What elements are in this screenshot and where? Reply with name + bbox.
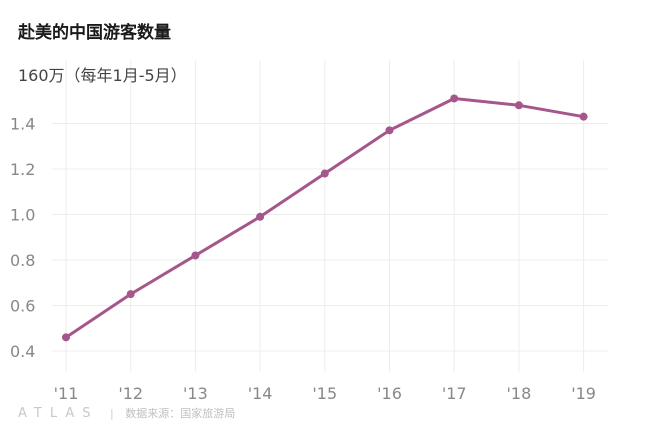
footer: ATLAS | 数据来源：国家旅游局 [18, 405, 235, 421]
footer-separator: | [110, 407, 114, 420]
data-point [450, 94, 459, 103]
y-axis-unit-label: 160万（每年1月-5月） [18, 66, 187, 85]
data-point [385, 126, 394, 135]
y-tick-label: 0.8 [10, 251, 35, 270]
y-tick-label: 0.4 [10, 342, 35, 361]
chart-title: 赴美的中国游客数量 [18, 23, 171, 43]
data-point [320, 169, 329, 178]
x-tick-label: '13 [183, 384, 208, 403]
series-points-group [62, 94, 588, 342]
data-point [256, 212, 265, 221]
x-tick-label: '14 [248, 384, 273, 403]
x-tick-label: '12 [118, 384, 143, 403]
data-point [579, 112, 588, 121]
y-axis-ticks: 0.4 0.6 0.8 1.0 1.2 1.4 [10, 115, 35, 362]
y-tick-label: 1.2 [10, 160, 35, 179]
y-tick-label: 0.6 [10, 297, 35, 316]
horizontal-gridlines [52, 123, 608, 352]
vertical-gridlines [65, 60, 585, 372]
y-tick-label: 1.4 [10, 115, 35, 134]
x-tick-label: '18 [507, 384, 532, 403]
brand-logo: ATLAS [18, 406, 99, 421]
y-tick-label: 1.0 [10, 206, 35, 225]
x-axis-ticks: '11 '12 '13 '14 '15 '16 '17 '18 '19 [54, 384, 596, 403]
x-tick-label: '15 [312, 384, 337, 403]
x-tick-label: '16 [377, 384, 402, 403]
data-point [191, 251, 200, 260]
x-tick-label: '11 [54, 384, 79, 403]
source-note: 数据来源：国家旅游局 [125, 407, 236, 420]
x-tick-label: '19 [571, 384, 596, 403]
data-point [62, 333, 70, 342]
data-point [514, 101, 523, 110]
x-tick-label: '17 [442, 384, 467, 403]
data-point [126, 290, 135, 299]
